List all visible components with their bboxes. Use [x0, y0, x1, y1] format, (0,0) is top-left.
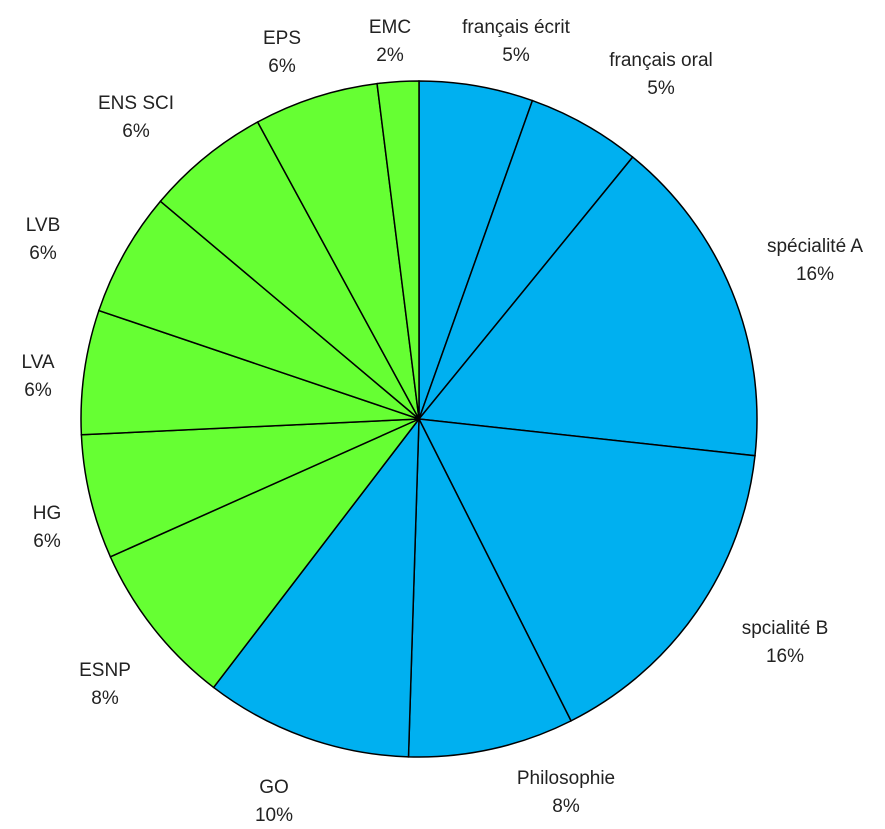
pie-label-7: ESNP 8%	[79, 660, 131, 709]
pie-label-name: EPS	[263, 28, 301, 49]
pie-label-name: LVB	[26, 215, 61, 236]
pie-label-11: ENS SCI 6%	[98, 93, 174, 142]
pie-label-name: EMC	[369, 17, 411, 38]
pie-label-5: Philosophie 8%	[517, 768, 615, 817]
pie-label-value: 10%	[255, 805, 293, 826]
pie-label-value: 5%	[647, 78, 675, 99]
pie-slice-4	[417, 418, 756, 722]
pie-label-9: LVA 6%	[21, 352, 54, 401]
pie-slice-8	[80, 418, 420, 558]
pie-slice-9	[80, 309, 420, 436]
pie-label-name: GO	[259, 777, 289, 798]
pie-label-name: français oral	[609, 50, 713, 71]
pie-label-name: ENS SCI	[98, 93, 174, 114]
pie-labels: français écrit 5% français oral 5% spécialit…	[21, 17, 863, 826]
pie-label-name: ESNP	[79, 660, 131, 681]
pie-label-value: 2%	[376, 45, 404, 66]
pie-slice-3	[417, 156, 758, 457]
pie-slice-5	[407, 418, 573, 758]
pie-label-value: 6%	[24, 380, 52, 401]
pie-label-8: HG 6%	[33, 503, 62, 552]
pie-label-name: spécialité A	[767, 236, 863, 257]
pie-label-name: LVA	[21, 352, 54, 373]
pie-label-value: 6%	[29, 243, 57, 264]
pie-label-name: français écrit	[462, 17, 570, 38]
pie-slice-7	[109, 418, 420, 689]
pie-label-value: 16%	[766, 646, 804, 667]
pie-label-value: 6%	[122, 121, 150, 142]
pie-label-value: 5%	[502, 45, 530, 66]
pie-label-value: 6%	[268, 56, 296, 77]
pie-slice-6	[212, 416, 420, 758]
pie-slice-12	[256, 82, 420, 420]
pie-label-value: 8%	[552, 796, 580, 817]
pie-label-10: LVB 6%	[26, 215, 61, 264]
pie-label-value: 16%	[796, 264, 834, 285]
pie-label-4: spcialité B 16%	[742, 618, 829, 667]
pie-label-name: spcialité B	[742, 618, 829, 639]
pie-slice-11	[159, 120, 420, 420]
pie-label-name: HG	[33, 503, 62, 524]
pie-slice-10	[97, 200, 420, 420]
pie-label-6: GO 10%	[255, 777, 293, 826]
pie-label-12: EPS 6%	[263, 28, 301, 77]
pie-slices	[80, 80, 758, 758]
pie-label-1: français écrit 5%	[462, 17, 570, 66]
pie-label-13: EMC 2%	[369, 17, 411, 66]
pie-label-value: 8%	[91, 688, 119, 709]
pie-label-2: français oral 5%	[609, 50, 713, 99]
pie-label-value: 6%	[33, 531, 61, 552]
pie-slice-13	[376, 80, 420, 420]
pie-label-name: Philosophie	[517, 768, 615, 789]
pie-label-3: spécialité A 16%	[767, 236, 863, 285]
